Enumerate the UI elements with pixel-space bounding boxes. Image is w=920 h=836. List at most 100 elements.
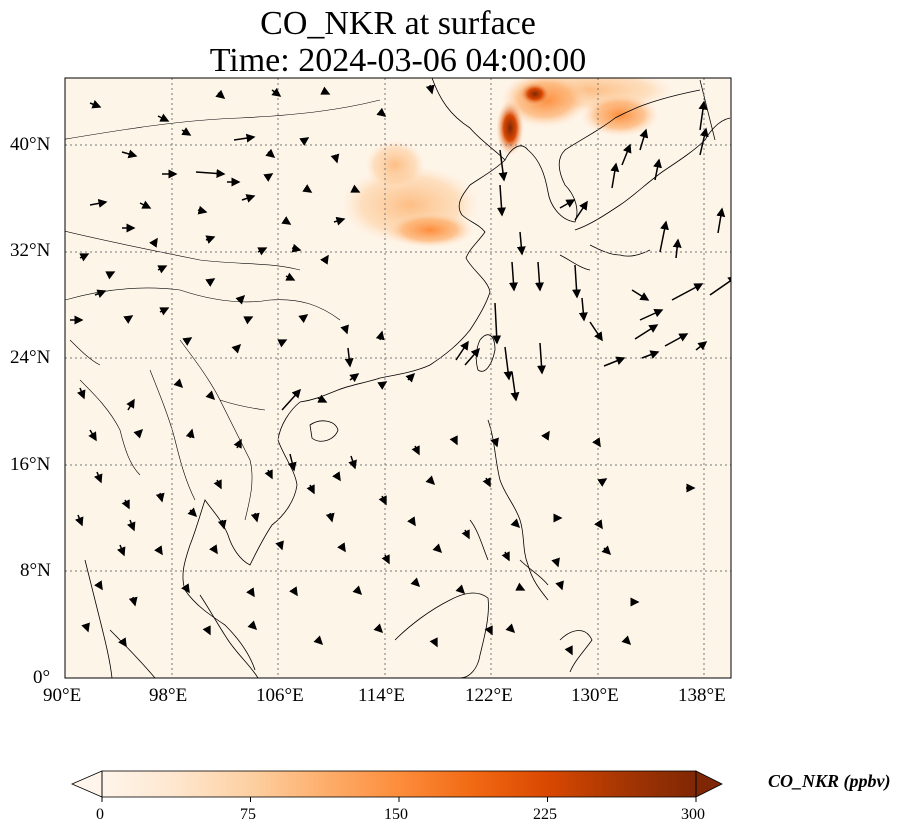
wind-arrow bbox=[88, 429, 97, 442]
wind-arrow bbox=[213, 479, 222, 490]
wind-arrow bbox=[503, 346, 513, 381]
wind-arrow bbox=[378, 495, 387, 506]
wind-arrow bbox=[123, 315, 134, 324]
co-plume-layer bbox=[340, 78, 675, 248]
wind-arrow bbox=[105, 271, 116, 280]
wind-arrow bbox=[551, 557, 560, 568]
coastlines bbox=[65, 78, 731, 678]
wind-arrow bbox=[332, 471, 341, 482]
wind-arrow bbox=[501, 551, 510, 562]
wind-arrow bbox=[94, 471, 103, 484]
lon-tick-label: 106°E bbox=[256, 685, 304, 706]
wind-arrow bbox=[695, 341, 708, 351]
wind-arrow bbox=[317, 394, 328, 403]
wind-vector-layer bbox=[70, 84, 731, 656]
wind-arrow bbox=[182, 337, 193, 346]
wind-arrow bbox=[181, 583, 190, 594]
lat-tick-label: 0° bbox=[33, 667, 51, 688]
wind-arrow bbox=[455, 340, 469, 361]
wind-arrow bbox=[621, 143, 632, 166]
wind-arrow bbox=[298, 314, 309, 324]
wind-arrow bbox=[349, 373, 360, 383]
wind-arrow bbox=[157, 265, 168, 274]
wind-arrow bbox=[117, 544, 126, 557]
wind-arrow bbox=[287, 453, 297, 472]
wind-arrow bbox=[716, 207, 726, 234]
wind-arrow bbox=[508, 261, 518, 292]
wind-arrow bbox=[187, 507, 198, 518]
wind-arrow bbox=[375, 330, 385, 341]
colorbar-tick-label: 225 bbox=[533, 806, 557, 823]
wind-arrow bbox=[498, 149, 508, 182]
wind-arrow bbox=[149, 237, 158, 248]
colorbar-tick-label: 75 bbox=[240, 806, 256, 823]
wind-arrow bbox=[601, 545, 612, 556]
lon-tick-label: 114°E bbox=[358, 685, 405, 706]
wind-arrow bbox=[381, 554, 390, 565]
plume-shandong bbox=[385, 212, 475, 248]
colorbar-gradient bbox=[102, 771, 696, 797]
wind-arrow bbox=[516, 231, 526, 256]
wind-arrow bbox=[159, 307, 170, 316]
wind-arrow bbox=[233, 133, 256, 143]
wind-arrow bbox=[247, 620, 258, 631]
lon-tick-label: 122°E bbox=[465, 685, 513, 706]
wind-arrow bbox=[634, 324, 659, 340]
wind-arrow bbox=[89, 100, 102, 109]
wind-arrow bbox=[205, 235, 216, 244]
colorbar-extend-high bbox=[695, 770, 723, 798]
wind-arrow bbox=[217, 519, 227, 530]
wind-arrow bbox=[299, 137, 310, 146]
wind-arrow bbox=[195, 168, 226, 178]
wind-arrow bbox=[376, 107, 387, 117]
wind-arrow bbox=[559, 199, 576, 209]
wind-arrow bbox=[672, 238, 682, 259]
wind-arrow bbox=[291, 243, 302, 253]
plume-hebei bbox=[365, 140, 425, 190]
wind-arrow bbox=[275, 540, 284, 551]
wind-arrow bbox=[94, 289, 107, 298]
colorbar-tick-label: 0 bbox=[96, 806, 104, 823]
wind-arrow bbox=[205, 390, 216, 401]
wind-arrow bbox=[572, 264, 582, 299]
wind-arrow bbox=[126, 398, 135, 411]
wind-arrow bbox=[510, 518, 521, 529]
wind-arrow bbox=[482, 477, 491, 488]
wind-arrow bbox=[350, 184, 361, 193]
lat-tick-label: 40°N bbox=[10, 134, 51, 155]
wind-arrow bbox=[597, 478, 608, 487]
wind-arrow bbox=[281, 388, 302, 411]
lat-tick-label: 8°N bbox=[20, 560, 51, 581]
wind-arrow bbox=[348, 455, 357, 470]
wind-arrow bbox=[302, 184, 313, 193]
wind-arrow bbox=[464, 347, 480, 366]
wind-arrow bbox=[410, 577, 421, 588]
wind-arrow bbox=[659, 220, 669, 253]
wind-arrow bbox=[564, 645, 573, 656]
wind-arrow bbox=[320, 254, 329, 265]
wind-arrow bbox=[639, 309, 664, 321]
wind-arrow bbox=[671, 283, 704, 301]
lon-tick-label: 138°E bbox=[678, 685, 726, 706]
wind-arrow bbox=[77, 387, 86, 400]
wind-arrow bbox=[534, 261, 544, 292]
wind-arrow bbox=[449, 435, 458, 446]
wind-arrow bbox=[621, 635, 632, 646]
wind-arrow bbox=[81, 622, 90, 633]
lat-tick-label: 24°N bbox=[10, 347, 51, 368]
wind-arrow bbox=[344, 347, 354, 368]
wind-arrow bbox=[510, 371, 520, 402]
wind-arrow bbox=[515, 582, 526, 591]
map-frame bbox=[64, 77, 732, 679]
wind-arrow bbox=[197, 205, 208, 215]
map-title: CO_NKR at surface bbox=[260, 5, 536, 42]
wind-arrow bbox=[425, 475, 436, 486]
wind-arrow bbox=[490, 437, 499, 448]
wind-arrow bbox=[271, 87, 282, 97]
wind-arrow bbox=[127, 519, 136, 532]
wind-arrow bbox=[574, 200, 588, 221]
lon-tick-label: 90°E bbox=[43, 685, 82, 706]
wind-arrow bbox=[241, 194, 256, 203]
wind-arrow bbox=[277, 339, 288, 348]
